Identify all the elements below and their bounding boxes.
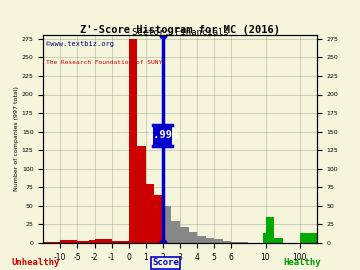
Bar — [197, 235, 206, 243]
Bar — [77, 241, 83, 243]
Text: Score: Score — [152, 258, 179, 267]
Bar — [180, 227, 189, 243]
Bar — [129, 39, 137, 243]
Bar — [274, 238, 283, 243]
Bar — [263, 233, 266, 243]
FancyBboxPatch shape — [153, 126, 172, 145]
Text: Healthy: Healthy — [284, 258, 321, 267]
Text: 1.998: 1.998 — [147, 130, 179, 140]
Bar — [266, 217, 274, 243]
Bar — [206, 238, 214, 243]
Text: Sector: Financials: Sector: Financials — [132, 28, 228, 37]
Bar — [214, 239, 223, 243]
Bar — [60, 240, 77, 243]
Bar — [154, 195, 163, 243]
Bar — [223, 241, 231, 243]
Bar — [163, 206, 171, 243]
Bar — [43, 242, 60, 243]
Bar — [189, 232, 197, 243]
Bar — [171, 221, 180, 243]
Text: The Research Foundation of SUNY: The Research Foundation of SUNY — [46, 60, 162, 65]
Bar — [94, 239, 112, 243]
Bar — [112, 241, 129, 243]
Text: ©www.textbiz.org: ©www.textbiz.org — [46, 41, 114, 47]
Text: Unhealthy: Unhealthy — [12, 258, 60, 267]
Bar — [89, 240, 94, 243]
Bar — [300, 233, 317, 243]
Bar — [83, 241, 89, 243]
Y-axis label: Number of companies (997 total): Number of companies (997 total) — [14, 87, 19, 191]
Title: Z'-Score Histogram for MC (2016): Z'-Score Histogram for MC (2016) — [80, 25, 280, 35]
Bar — [146, 184, 154, 243]
Bar — [240, 242, 248, 243]
Bar — [231, 242, 240, 243]
Bar — [137, 146, 146, 243]
